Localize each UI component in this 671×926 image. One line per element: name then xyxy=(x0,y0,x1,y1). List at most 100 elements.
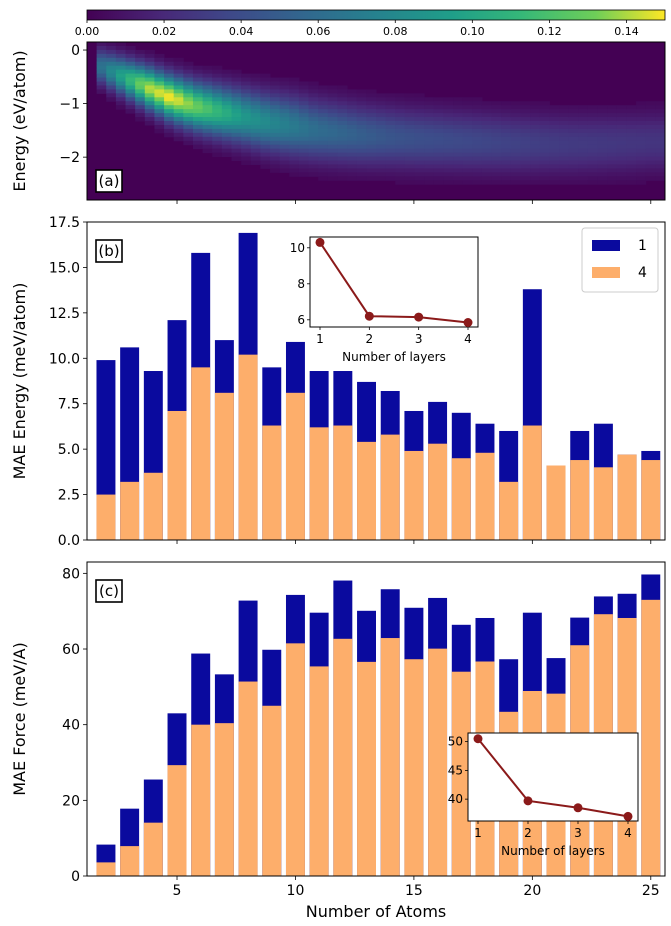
heatmap-cell xyxy=(539,144,550,150)
heatmap-cell xyxy=(616,176,627,181)
heatmap-cell xyxy=(125,109,136,114)
heatmap-cell xyxy=(510,148,521,154)
panel-b-bar-series-4 xyxy=(357,441,376,540)
heatmap-cell xyxy=(559,156,570,161)
heatmap-cell xyxy=(144,57,155,63)
heatmap-cell xyxy=(376,117,387,122)
heatmap-cell xyxy=(395,140,406,146)
heatmap-cell xyxy=(395,144,406,150)
heatmap-cell xyxy=(270,168,281,173)
heatmap-cell xyxy=(481,160,493,165)
heatmap-cell xyxy=(539,152,550,158)
panel-b-bar-series-4 xyxy=(120,481,140,540)
heatmap-cell xyxy=(626,180,637,185)
heatmap-cell xyxy=(250,136,261,142)
heatmap-cell xyxy=(298,160,310,165)
inset-b-point xyxy=(463,318,473,327)
heatmap-cell xyxy=(279,85,290,90)
heatmap-cell xyxy=(212,89,223,94)
heatmap-cell xyxy=(433,113,444,118)
heatmap-cell xyxy=(308,160,319,165)
heatmap-cell xyxy=(462,132,473,138)
heatmap-cell xyxy=(616,136,627,142)
heatmap-cell xyxy=(241,97,252,102)
heatmap-cell xyxy=(414,136,425,142)
heatmap-cell xyxy=(636,113,647,118)
heatmap-cell xyxy=(308,168,319,173)
heatmap-cell xyxy=(414,172,425,177)
heatmap-cell xyxy=(106,89,117,94)
heatmap-cell xyxy=(270,152,281,158)
heatmap-cell xyxy=(530,152,541,158)
heatmap-cell xyxy=(212,148,223,154)
heatmap-cell xyxy=(106,53,117,59)
heatmap-cell xyxy=(125,61,136,67)
heatmap-cell xyxy=(327,89,338,94)
heatmap-cell xyxy=(212,69,223,75)
heatmap-cell xyxy=(568,148,579,154)
heatmap-cell xyxy=(597,128,608,134)
heatmap-cell xyxy=(404,101,416,106)
heatmap-cell xyxy=(414,144,425,150)
heatmap-cell xyxy=(636,180,647,185)
heatmap-cell xyxy=(231,140,242,146)
heatmap-cell xyxy=(510,121,521,126)
heatmap-cell xyxy=(212,128,223,134)
heatmap-cell xyxy=(250,156,261,161)
heatmap-cell xyxy=(135,113,146,118)
heatmap-cell xyxy=(539,180,550,185)
heatmap-cell xyxy=(607,136,618,142)
heatmap-cell xyxy=(578,152,589,158)
heatmap-cell xyxy=(192,121,204,126)
heatmap-cell xyxy=(404,152,416,158)
heatmap-cell xyxy=(106,69,117,75)
heatmap-cell xyxy=(144,101,155,106)
heatmap-cell xyxy=(154,89,165,94)
heatmap-cell xyxy=(202,105,213,110)
heatmap-cell xyxy=(202,148,213,154)
heatmap-cell xyxy=(279,128,290,134)
heatmap-cell xyxy=(645,136,656,142)
heatmap-cell xyxy=(433,132,444,138)
heatmap-cell xyxy=(472,148,483,154)
heatmap-cell xyxy=(106,73,117,79)
heatmap-cell xyxy=(250,81,261,86)
heatmap-cell xyxy=(260,97,271,102)
heatmap-cell xyxy=(607,144,618,150)
heatmap-cell xyxy=(376,144,387,150)
panel-c-ylabel: MAE Force (meV/A) xyxy=(10,642,29,796)
heatmap-cell xyxy=(530,128,541,134)
heatmap-cell xyxy=(501,164,512,169)
heatmap-cell xyxy=(395,136,406,142)
heatmap-cell xyxy=(231,113,242,118)
heatmap-cell xyxy=(385,93,396,98)
heatmap-cell xyxy=(424,128,435,134)
inset-b-ytick-label: 6 xyxy=(297,313,305,327)
heatmap-cell xyxy=(183,97,194,102)
heatmap-cell xyxy=(433,117,444,122)
heatmap-cell xyxy=(395,168,406,173)
heatmap-cell xyxy=(96,45,107,51)
heatmap-cell xyxy=(395,117,406,122)
heatmap-cell xyxy=(96,77,107,82)
heatmap-cell xyxy=(501,144,512,150)
heatmap-cell xyxy=(453,132,464,138)
heatmap-cell xyxy=(173,121,184,126)
heatmap-cell xyxy=(510,152,521,158)
heatmap-cell xyxy=(231,148,242,154)
heatmap-cell xyxy=(318,152,329,158)
heatmap-cell xyxy=(164,61,175,67)
heatmap-cell xyxy=(164,97,175,102)
heatmap-cell xyxy=(549,156,560,161)
heatmap-cell xyxy=(144,117,155,122)
heatmap-cell xyxy=(385,121,396,126)
heatmap-cell xyxy=(221,93,232,98)
heatmap-cell xyxy=(549,160,560,165)
legend-swatch-series-4 xyxy=(592,267,620,278)
inset-c: Number of layers 40 45 50 1 2 3 4 xyxy=(448,732,639,858)
heatmap-cell xyxy=(144,49,155,55)
panel-c-bar-series-4 xyxy=(96,862,116,876)
heatmap-cell xyxy=(144,89,155,94)
heatmap-cell xyxy=(539,121,550,126)
